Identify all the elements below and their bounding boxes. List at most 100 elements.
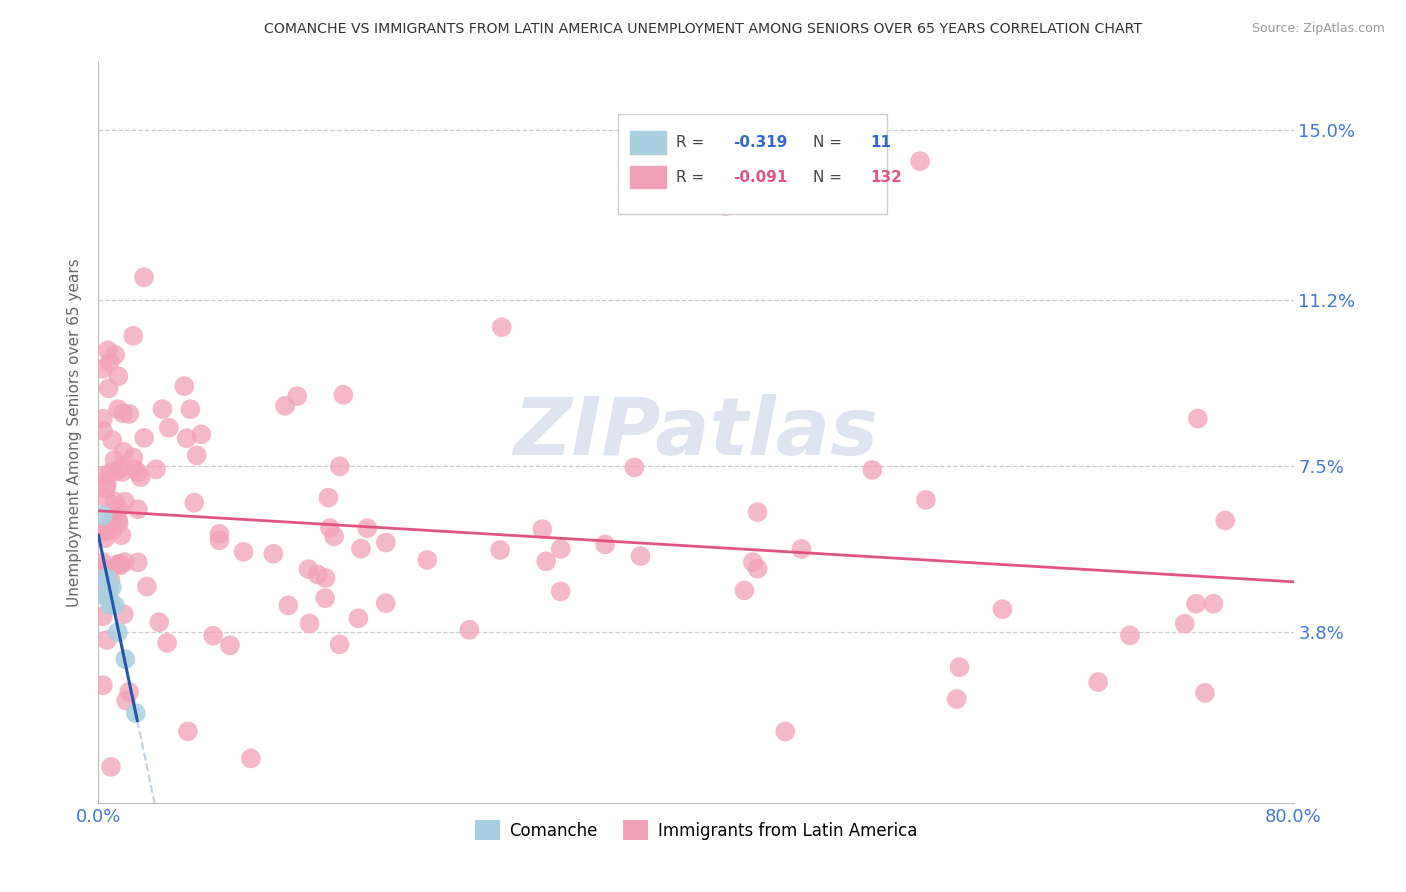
Point <box>91 678 114 692</box>
Point <box>91 609 114 624</box>
Point <box>94 491 117 505</box>
Point <box>239 751 262 765</box>
Point <box>531 522 554 536</box>
Point <box>1213 514 1236 528</box>
Text: COMANCHE VS IMMIGRANTS FROM LATIN AMERICA UNEMPLOYMENT AMONG SENIORS OVER 65 YEA: COMANCHE VS IMMIGRANTS FROM LATIN AMERIC… <box>264 22 1142 37</box>
Point <box>127 555 149 569</box>
Point <box>122 450 145 465</box>
Point <box>177 724 200 739</box>
Point <box>108 557 131 571</box>
Point <box>328 637 350 651</box>
Point <box>112 406 135 420</box>
Point <box>775 724 797 739</box>
Point <box>314 591 336 606</box>
Point <box>714 199 737 213</box>
Point <box>94 524 117 538</box>
Point <box>98 592 121 607</box>
Point <box>741 555 763 569</box>
Point <box>458 623 481 637</box>
Point <box>145 462 167 476</box>
Point <box>129 470 152 484</box>
Point <box>550 541 572 556</box>
Point <box>176 431 198 445</box>
Point <box>91 566 114 580</box>
Point <box>623 460 645 475</box>
Point <box>329 459 352 474</box>
Point <box>491 320 513 334</box>
Point <box>489 543 512 558</box>
Point <box>111 465 134 479</box>
Legend: Comanche, Immigrants from Latin America: Comanche, Immigrants from Latin America <box>468 814 924 847</box>
Text: R =: R = <box>676 135 709 150</box>
Point <box>416 553 439 567</box>
Point <box>285 389 308 403</box>
Point <box>1194 686 1216 700</box>
Point <box>747 505 769 519</box>
Point <box>915 492 938 507</box>
Point <box>908 154 931 169</box>
Point <box>91 411 114 425</box>
Point <box>157 420 180 434</box>
Text: 132: 132 <box>870 169 903 185</box>
Point <box>991 602 1014 616</box>
Point <box>374 535 396 549</box>
Point <box>262 547 284 561</box>
Point <box>91 361 114 376</box>
Point <box>104 465 127 479</box>
Point <box>374 596 396 610</box>
Point <box>97 585 120 599</box>
Point <box>134 431 156 445</box>
Point <box>110 528 132 542</box>
Point <box>790 541 813 556</box>
Point <box>91 560 114 574</box>
Text: N =: N = <box>813 169 846 185</box>
Point <box>125 706 148 720</box>
Point <box>122 328 145 343</box>
Point <box>108 502 131 516</box>
Point <box>190 427 212 442</box>
Point <box>91 508 114 523</box>
Point <box>307 567 329 582</box>
Point <box>104 599 127 613</box>
Point <box>945 692 967 706</box>
Point <box>152 402 174 417</box>
Point <box>534 554 557 568</box>
Point <box>1185 597 1208 611</box>
Point <box>101 434 124 448</box>
Point <box>747 562 769 576</box>
Point <box>1174 616 1197 631</box>
Text: -0.091: -0.091 <box>733 169 787 185</box>
Point <box>127 502 149 516</box>
Point <box>100 760 122 774</box>
Point <box>350 541 373 556</box>
Point <box>93 524 115 539</box>
Point <box>860 463 883 477</box>
Point <box>103 494 125 508</box>
Point <box>277 599 299 613</box>
Point <box>179 402 201 417</box>
Point <box>1119 628 1142 642</box>
Point <box>98 466 121 480</box>
Point <box>156 636 179 650</box>
Point <box>101 581 124 595</box>
Point <box>297 562 319 576</box>
Point <box>91 576 114 591</box>
FancyBboxPatch shape <box>619 114 887 214</box>
Point <box>593 537 616 551</box>
Point <box>173 379 195 393</box>
Point <box>183 496 205 510</box>
Point <box>114 652 136 666</box>
Point <box>323 529 346 543</box>
Point <box>107 513 129 527</box>
Point <box>97 381 120 395</box>
Point <box>274 399 297 413</box>
Text: Source: ZipAtlas.com: Source: ZipAtlas.com <box>1251 22 1385 36</box>
Point <box>103 453 125 467</box>
Point <box>93 469 115 483</box>
Text: ZIPatlas: ZIPatlas <box>513 393 879 472</box>
Point <box>202 629 225 643</box>
Point <box>96 482 118 496</box>
Point <box>219 638 242 652</box>
Point <box>108 461 131 475</box>
Point <box>97 343 120 358</box>
